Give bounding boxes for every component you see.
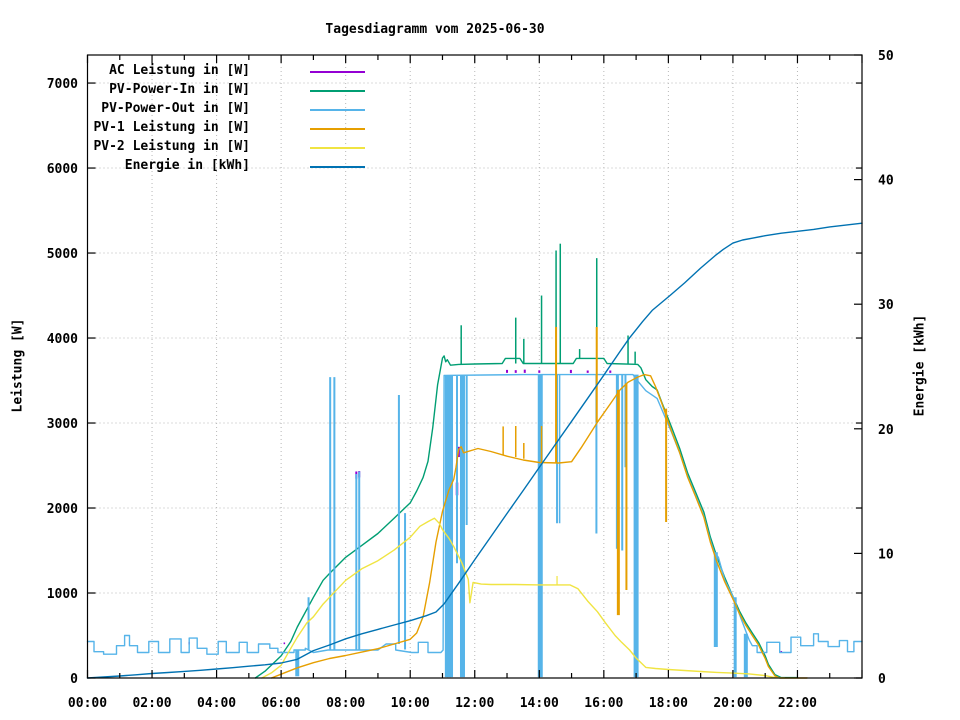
x-axis-tick-label: 08:00 xyxy=(326,696,365,711)
legend-label-pv-in: PV-Power-In in [W] xyxy=(109,82,250,97)
x-axis-tick-label: 20:00 xyxy=(713,696,752,711)
series-energie xyxy=(86,222,863,679)
y-left-tick-label: 4000 xyxy=(47,332,78,347)
y-right-tick-label: 20 xyxy=(878,423,894,438)
x-axis-tick-label: 06:00 xyxy=(262,696,301,711)
y-left-tick-label: 2000 xyxy=(47,502,78,517)
legend-label-pv-out: PV-Power-Out in [W] xyxy=(101,101,250,116)
legend-label-pv1: PV-1 Leistung in [W] xyxy=(93,120,250,135)
legend-line-pv1 xyxy=(310,128,365,130)
x-axis-tick-label: 18:00 xyxy=(649,696,688,711)
x-axis-tick-label: 22:00 xyxy=(778,696,817,711)
legend-label-pv2: PV-2 Leistung in [W] xyxy=(93,139,250,154)
y-right-tick-label: 50 xyxy=(878,49,894,64)
y-left-tick-label: 5000 xyxy=(47,247,78,262)
y-left-tick-label: 7000 xyxy=(47,77,78,92)
x-axis-tick-label: 10:00 xyxy=(391,696,430,711)
series-pv1 xyxy=(270,373,808,679)
y-left-tick-label: 3000 xyxy=(47,417,78,432)
x-axis-tick-label: 04:00 xyxy=(197,696,236,711)
series-pv2 xyxy=(261,517,786,679)
x-axis-tick-label: 12:00 xyxy=(455,696,494,711)
legend-label-energie: Energie in [kWh] xyxy=(124,158,250,173)
y-right-tick-label: 30 xyxy=(878,298,894,313)
y-axis-label-right: Energie [kWh] xyxy=(912,314,928,417)
x-axis-tick-label: 14:00 xyxy=(520,696,559,711)
legend-line-pv-in xyxy=(310,90,365,92)
y-right-tick-label: 40 xyxy=(878,174,894,189)
y-left-tick-label: 1000 xyxy=(47,587,78,602)
legend-line-pv2 xyxy=(310,147,365,149)
y-axis-label-left: Leistung [W] xyxy=(10,318,26,413)
legend-line-energie xyxy=(310,166,365,168)
y-right-tick-label: 10 xyxy=(878,547,894,562)
series-pv_out xyxy=(86,373,863,655)
legend-line-ac xyxy=(310,71,365,73)
legend-label-ac: AC Leistung in [W] xyxy=(109,63,250,78)
x-axis-tick-label: 02:00 xyxy=(132,696,171,711)
legend-line-pv-out xyxy=(310,109,365,111)
x-axis-tick-label: 00:00 xyxy=(68,696,107,711)
y-left-tick-label: 0 xyxy=(70,672,78,687)
chart-title: Tagesdiagramm vom 2025-06-30 xyxy=(325,22,545,37)
y-right-tick-label: 0 xyxy=(878,672,886,687)
x-axis-tick-label: 16:00 xyxy=(584,696,623,711)
y-left-tick-label: 6000 xyxy=(47,162,78,177)
